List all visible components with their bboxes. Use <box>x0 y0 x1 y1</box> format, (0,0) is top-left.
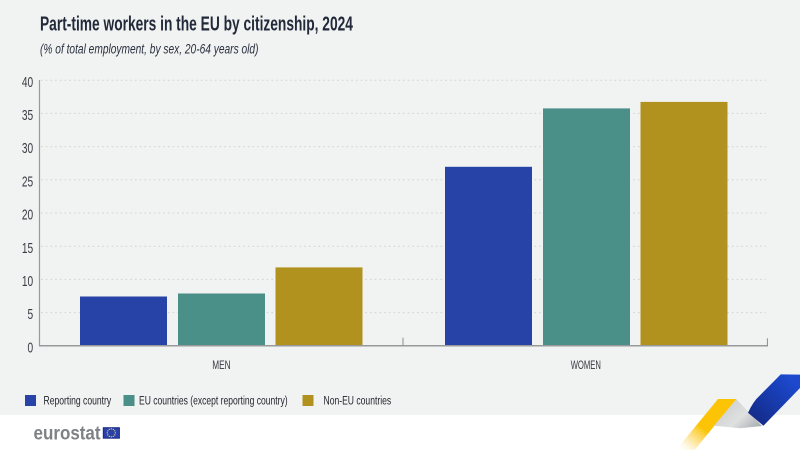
svg-text:EU countries (except reporting: EU countries (except reporting country) <box>139 395 288 408</box>
svg-text:MEN: MEN <box>212 360 230 373</box>
svg-text:20: 20 <box>22 207 33 223</box>
svg-text:Non-EU countries: Non-EU countries <box>324 395 392 408</box>
svg-text:Part-time workers in the EU by: Part-time workers in the EU by citizensh… <box>40 12 353 35</box>
svg-text:eurostat: eurostat <box>34 423 101 444</box>
svg-text:5: 5 <box>27 306 33 322</box>
svg-text:(% of total employment, by sex: (% of total employment, by sex, 20-64 ye… <box>40 41 258 57</box>
svg-text:40: 40 <box>22 74 33 90</box>
svg-text:25: 25 <box>22 174 33 190</box>
svg-text:15: 15 <box>22 240 33 256</box>
svg-text:Reporting country: Reporting country <box>44 395 112 408</box>
svg-text:0: 0 <box>27 340 33 356</box>
svg-text:WOMEN: WOMEN <box>571 359 601 372</box>
svg-text:35: 35 <box>22 107 33 123</box>
svg-text:10: 10 <box>22 273 33 289</box>
svg-text:30: 30 <box>22 140 33 156</box>
